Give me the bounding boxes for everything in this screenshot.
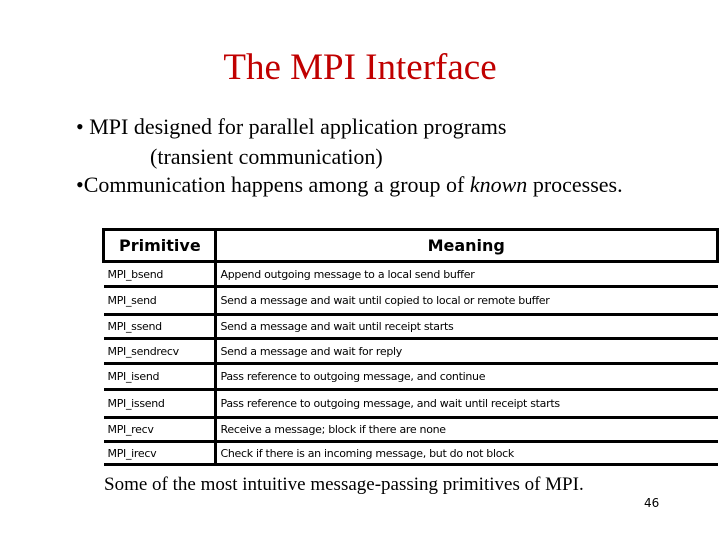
table-row: MPI_issend Pass reference to outgoing mes…: [103, 388, 718, 419]
meaning-cell: Receive a message; block if there are no…: [215, 416, 718, 443]
bullet-continuation: (transient communication): [150, 144, 383, 169]
bullet: • MPI designed for parallel application …: [76, 114, 507, 139]
header-cell: Primitive: [102, 228, 217, 263]
meaning-cell: Pass reference to outgoing message, and …: [215, 362, 718, 391]
meaning-cell: Send a message and wait until copied to …: [215, 285, 718, 316]
slide-title: The MPI Interface: [223, 47, 497, 88]
primitive-cell: MPI_bsend: [103, 260, 217, 288]
table-row: MPI_isend Pass reference to outgoing mess…: [103, 362, 718, 391]
primitive-cell: MPI_send: [103, 285, 217, 316]
meaning-cell: Send a message and wait for reply: [215, 337, 718, 365]
meaning-cell: Pass reference to outgoing message, and …: [215, 388, 718, 419]
table-row: MPI_sendrecv Send a message and wait for …: [103, 337, 718, 365]
primitive-cell: MPI_isend: [103, 362, 217, 391]
primitive-cell: MPI_ssend: [103, 313, 217, 340]
meaning-cell: Send a message and wait until receipt st…: [215, 313, 718, 340]
table-row: MPI_recv Receive a message; block if ther…: [103, 416, 718, 443]
header-cell: Meaning: [213, 228, 719, 263]
meaning-cell: Append outgoing message to a local send …: [215, 260, 718, 288]
emphasis: known: [469, 172, 528, 197]
header-row: Primitive Meaning: [102, 228, 719, 263]
table-row: MPI_bsend Append outgoing message to a lo…: [103, 260, 718, 288]
table-row: MPI_send Send a message and wait until co…: [103, 285, 718, 316]
table-row: MPI_irecv Check if there is an incoming m…: [103, 440, 718, 466]
primitive-cell: MPI_issend: [103, 388, 217, 419]
caption: Some of the most intuitive message-passi…: [104, 474, 584, 495]
bullet-text: •Communication happens among a group of: [76, 172, 465, 197]
bullet: •Communication happens among a group of …: [76, 172, 623, 198]
primitive-cell: MPI_sendrecv: [103, 337, 217, 365]
meaning-cell: Check if there is an incoming message, b…: [215, 440, 718, 466]
primitives-table: Primitive Meaning MPI_bsend Append outgoi…: [102, 228, 719, 466]
primitive-cell: MPI_recv: [103, 416, 217, 443]
page-number: 46: [644, 496, 660, 510]
primitive-cell: MPI_irecv: [103, 440, 217, 466]
table-row: MPI_ssend Send a message and wait until r…: [103, 313, 718, 340]
bullet-text: processes.: [532, 172, 623, 197]
